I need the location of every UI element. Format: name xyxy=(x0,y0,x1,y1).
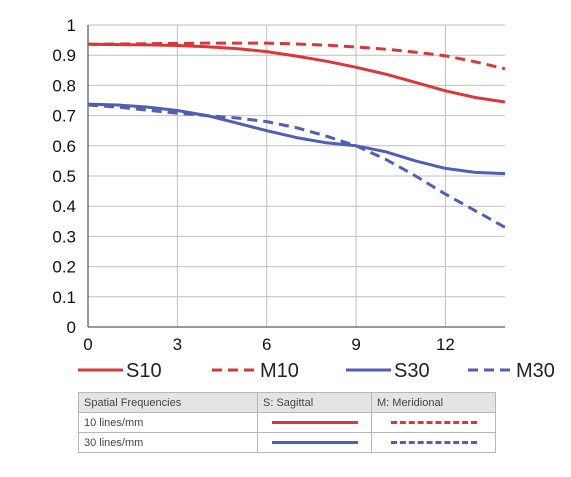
solid-blue-line-swatch xyxy=(271,441,358,444)
legend-label-s10: S10 xyxy=(126,360,162,382)
header-meridional: M: Meridional xyxy=(371,392,496,413)
x-tick-label: 12 xyxy=(436,335,455,354)
y-tick-label: 0.5 xyxy=(52,167,76,186)
chart-svg: 0 0.1 0.2 0.3 0.4 0.5 0.6 0.7 0.8 0.9 1 0 3 6 9 12 S10 M1… xyxy=(52,16,555,382)
series-line-m10 xyxy=(87,41,506,71)
legend-table-row-30: 30 lines/mm xyxy=(78,432,496,453)
x-tick-label: 0 xyxy=(83,335,92,354)
x-tick-label: 6 xyxy=(262,335,271,354)
row-label-30-lines: 30 lines/mm xyxy=(78,432,258,453)
sagittal-10-swatch-cell xyxy=(257,412,372,433)
header-spatial-frequencies: Spatial Frequencies xyxy=(78,392,258,413)
dashed-blue-line-swatch xyxy=(390,441,477,444)
meridional-10-swatch-cell xyxy=(371,412,496,433)
y-tick-label: 1 xyxy=(67,16,76,35)
solid-red-line-swatch xyxy=(271,421,358,424)
legend-label-s30: S30 xyxy=(394,360,430,382)
legend-label-m10: M10 xyxy=(260,360,299,382)
header-sagittal: S: Sagittal xyxy=(257,392,372,413)
y-tick-label: 0.9 xyxy=(52,46,76,65)
y-tick-label: 0.3 xyxy=(52,227,76,246)
legend-table-row-10: 10 lines/mm xyxy=(78,412,496,433)
x-tick-label: 9 xyxy=(351,335,360,354)
legend-label-m30: M30 xyxy=(516,360,555,382)
y-tick-label: 0.1 xyxy=(52,288,76,307)
y-tick-label: 0.2 xyxy=(52,258,76,277)
mtf-chart: 0 0.1 0.2 0.3 0.4 0.5 0.6 0.7 0.8 0.9 1 0 3 6 9 12 S10 M1… xyxy=(52,16,555,382)
y-tick-label: 0.6 xyxy=(52,137,76,156)
y-tick-label: 0 xyxy=(67,318,76,337)
sagittal-30-swatch-cell xyxy=(257,432,372,453)
y-tick-label: 0.7 xyxy=(52,107,76,126)
series-line-m30 xyxy=(87,103,506,229)
legend-table-header-row: Spatial Frequencies S: Sagittal M: Merid… xyxy=(78,392,496,413)
series-line-s10 xyxy=(87,42,506,104)
x-tick-label: 3 xyxy=(173,335,182,354)
meridional-30-swatch-cell xyxy=(371,432,496,453)
spatial-frequency-legend-table: Spatial Frequencies S: Sagittal M: Merid… xyxy=(78,392,496,453)
series-line-s30 xyxy=(87,102,506,176)
row-label-10-lines: 10 lines/mm xyxy=(78,412,258,433)
dashed-red-line-swatch xyxy=(390,421,477,424)
y-tick-label: 0.4 xyxy=(52,197,76,216)
y-tick-label: 0.8 xyxy=(52,76,76,95)
